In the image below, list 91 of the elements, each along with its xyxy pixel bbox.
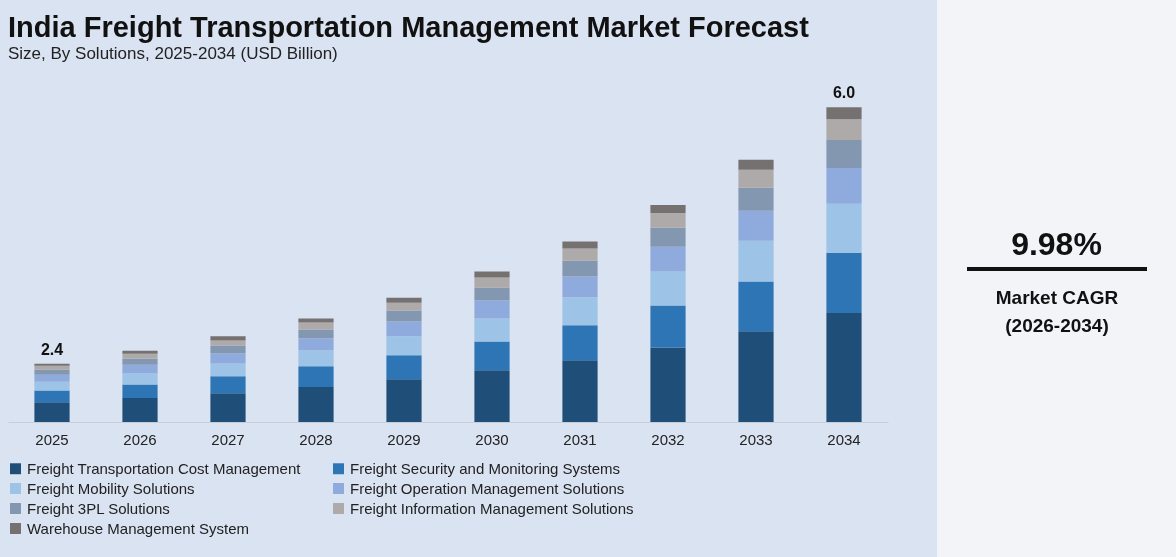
bar xyxy=(210,336,246,341)
bar xyxy=(826,139,862,168)
bar xyxy=(386,321,422,337)
bar xyxy=(386,355,422,380)
bar xyxy=(122,358,158,365)
legend-label: Freight Transportation Cost Management xyxy=(27,459,302,477)
bar xyxy=(210,340,246,346)
bar xyxy=(826,167,862,204)
bar xyxy=(474,271,510,278)
bar xyxy=(562,248,598,261)
chart-title: India Freight Transportation Management Market Forecast xyxy=(8,11,810,43)
bar xyxy=(826,119,862,140)
bar xyxy=(34,374,70,382)
bar xyxy=(386,297,422,303)
bar xyxy=(122,384,158,399)
text: 6.0 xyxy=(832,84,856,102)
bar xyxy=(474,318,510,342)
bar xyxy=(298,338,334,351)
bar xyxy=(122,364,158,374)
bar xyxy=(210,393,246,422)
text: Market CAGR (2026-2034) xyxy=(994,286,1120,338)
bar xyxy=(210,353,246,364)
x-tick-label: 2031 xyxy=(563,430,597,448)
bar xyxy=(210,363,246,377)
bar xyxy=(738,240,774,282)
bar xyxy=(650,212,686,228)
legend-label: Freight Information Management Solutions xyxy=(350,499,634,517)
legend-label: Freight Operation Management Solutions xyxy=(350,479,625,497)
bar xyxy=(298,366,334,388)
x-tick-label: 2029 xyxy=(387,430,421,448)
bar xyxy=(650,246,686,272)
bar xyxy=(562,276,598,298)
bar xyxy=(826,313,862,422)
bar xyxy=(738,281,774,332)
bar xyxy=(650,227,686,247)
bar xyxy=(738,331,774,422)
bar xyxy=(738,210,774,241)
bar xyxy=(122,350,158,354)
legend-label: Warehouse Management System xyxy=(27,519,250,537)
bar xyxy=(34,390,70,403)
bar xyxy=(650,347,686,422)
bar xyxy=(562,241,598,249)
bar xyxy=(210,376,246,394)
bar xyxy=(386,379,422,422)
legend-label: Freight Security and Monitoring Systems xyxy=(350,459,621,477)
bar xyxy=(650,271,686,306)
bar xyxy=(650,305,686,348)
x-tick-label: 2028 xyxy=(299,430,333,448)
x-tick-label: 2025 xyxy=(35,430,69,448)
bar xyxy=(34,402,70,422)
bar xyxy=(386,302,422,311)
x-tick-label: 2034 xyxy=(827,430,861,448)
bar xyxy=(122,353,158,359)
x-tick-label: 2026 xyxy=(123,430,157,448)
bar xyxy=(650,205,686,213)
bar xyxy=(738,187,774,211)
bar xyxy=(562,260,598,277)
bar xyxy=(474,341,510,371)
bar xyxy=(210,345,246,354)
chart-subtitle: Size, By Solutions, 2025-2034 (USD Billion) xyxy=(8,44,338,63)
legend-label: Freight Mobility Solutions xyxy=(27,479,195,497)
bar xyxy=(826,203,862,253)
bar xyxy=(34,369,70,375)
bar xyxy=(386,310,422,322)
legend-label: Freight 3PL Solutions xyxy=(27,499,170,517)
text: 9.98% xyxy=(1010,226,1103,263)
bar xyxy=(562,360,598,422)
bar xyxy=(122,398,158,422)
bar xyxy=(298,387,334,422)
bar xyxy=(826,252,862,314)
bar xyxy=(474,300,510,319)
bar xyxy=(386,336,422,356)
bar xyxy=(298,329,334,339)
bar xyxy=(562,325,598,361)
bar xyxy=(474,370,510,422)
bar xyxy=(122,373,158,385)
bar xyxy=(474,287,510,301)
x-tick-label: 2033 xyxy=(739,430,773,448)
bar xyxy=(562,297,598,326)
x-tick-label: 2030 xyxy=(475,430,509,448)
annotation: 2.4 xyxy=(40,340,64,358)
bar xyxy=(826,107,862,120)
bar xyxy=(474,277,510,288)
bar xyxy=(738,169,774,188)
bar xyxy=(34,365,70,370)
bar xyxy=(34,381,70,391)
bar xyxy=(298,318,334,323)
x-tick-label: 2032 xyxy=(651,430,685,448)
bar xyxy=(738,159,774,170)
bar xyxy=(298,350,334,367)
x-tick-label: 2027 xyxy=(211,430,245,448)
